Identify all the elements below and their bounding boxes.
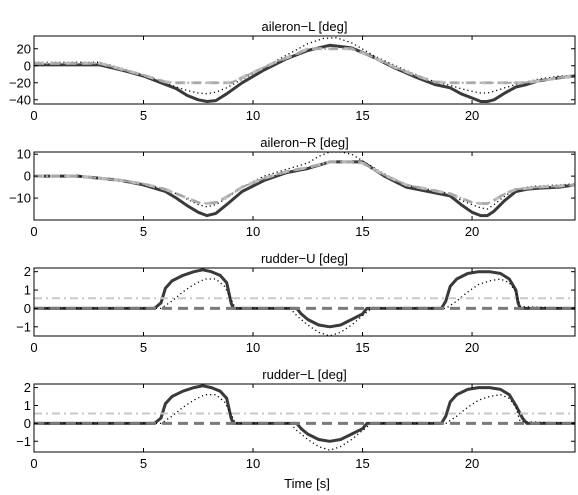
- y-tick-label: 0: [24, 58, 31, 73]
- series-group: [34, 37, 575, 103]
- series-line-dotted: [34, 37, 575, 95]
- x-tick-label: 0: [30, 340, 37, 355]
- x-tick-label: 5: [140, 456, 147, 471]
- series-line-dash-dot: [34, 47, 575, 84]
- x-tick-label: 5: [140, 340, 147, 355]
- x-axis-label: Time [s]: [284, 476, 330, 491]
- x-tick-label: 20: [465, 108, 479, 123]
- series-group: [34, 152, 575, 218]
- y-tick-label: −20: [9, 75, 31, 90]
- axes-frame: [33, 267, 576, 337]
- x-tick-label: 0: [30, 224, 37, 239]
- y-tick-label: 2: [24, 380, 31, 395]
- x-tick-label: 20: [465, 456, 479, 471]
- axes-frame: [33, 35, 576, 105]
- x-tick-label: 5: [140, 108, 147, 123]
- x-tick-label: 15: [355, 224, 369, 239]
- series-line-thick-solid: [34, 384, 575, 443]
- series-group: [34, 384, 575, 451]
- x-tick-label: 10: [246, 108, 260, 123]
- y-tick-label: 20: [17, 41, 31, 56]
- subplot-title: rudder−L [deg]: [262, 367, 346, 382]
- y-tick-label: 2: [24, 264, 31, 279]
- axes-frame: [33, 383, 576, 453]
- x-tick-label: 20: [465, 224, 479, 239]
- y-tick-label: 10: [17, 147, 31, 162]
- x-tick-label: 15: [355, 108, 369, 123]
- y-tick-label: −1: [16, 319, 31, 334]
- y-tick-label: −40: [9, 92, 31, 107]
- series-line-thick-solid: [34, 268, 575, 329]
- series-line-thick-solid: [34, 160, 575, 218]
- y-tick-label: 0: [24, 169, 31, 184]
- y-tick-label: 0: [24, 301, 31, 316]
- subplot-title: aileron−L [deg]: [262, 19, 348, 34]
- y-tick-label: 1: [24, 398, 31, 413]
- x-tick-label: 0: [30, 456, 37, 471]
- y-tick-label: 0: [24, 416, 31, 431]
- x-tick-label: 5: [140, 224, 147, 239]
- series-line-dashed: [34, 160, 575, 205]
- subplot-title: rudder−U [deg]: [261, 251, 348, 266]
- x-tick-label: 10: [246, 224, 260, 239]
- x-tick-label: 20: [465, 340, 479, 355]
- y-tick-label: 1: [24, 283, 31, 298]
- x-tick-label: 10: [246, 340, 260, 355]
- series-group: [34, 268, 575, 336]
- series-line-dotted: [34, 394, 575, 451]
- subplot-2: aileron−R [deg] 0 5 10 15 20 10 0 −10: [9, 135, 576, 239]
- series-line-dashed: [34, 47, 575, 85]
- x-tick-label: 0: [30, 108, 37, 123]
- x-tick-label: 15: [355, 340, 369, 355]
- x-tick-label: 10: [246, 456, 260, 471]
- y-tick-label: −10: [9, 191, 31, 206]
- series-line-thick-solid: [34, 43, 575, 103]
- axes-frame: [33, 151, 576, 221]
- subplot-title: aileron−R [deg]: [260, 135, 349, 150]
- x-tick-label: 15: [355, 456, 369, 471]
- series-line-dash-dot: [34, 160, 575, 205]
- subplot-panels: aileron−L [deg]0 5 10 15 20200−20−40aileron−…: [9, 19, 576, 471]
- y-tick-label: −1: [16, 434, 31, 449]
- subplot-1: aileron−L [deg] 0 5 10 15 20 20 0 −20 −40: [9, 19, 576, 123]
